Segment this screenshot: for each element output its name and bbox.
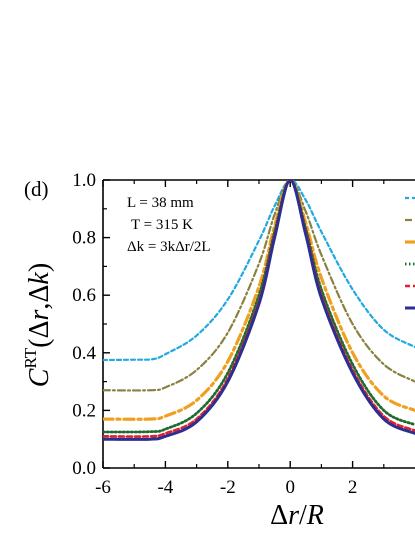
x-tick-label: -2 — [220, 477, 236, 498]
annotation-delta-k: Δk = 3kΔr/2L — [127, 239, 211, 255]
y-tick-label: 0.4 — [72, 343, 96, 364]
series-line-1 — [103, 180, 415, 362]
legend — [405, 196, 415, 310]
y-axis-label: CRT(Δr,Δk) — [21, 263, 55, 387]
y-tick-label: 0.6 — [72, 285, 96, 306]
series-line-2 — [103, 180, 415, 392]
panel-label: (d) — [24, 177, 49, 201]
y-tick-label: 0.2 — [72, 400, 96, 421]
x-tick-label: -4 — [157, 477, 173, 498]
annotation-temperature: T = 315 K — [131, 217, 193, 233]
x-axis-label: Δr/R — [270, 500, 324, 531]
series-line-3 — [103, 180, 415, 421]
y-tick-label: 1.0 — [72, 170, 96, 191]
y-tick-label: 0.8 — [72, 228, 96, 249]
x-tick-label: 2 — [348, 477, 358, 498]
x-tick-label: -6 — [95, 477, 111, 498]
series-group — [103, 180, 415, 441]
ticks: 0.0 0.2 0.4 0.6 0.8 1.0 -6 -4 -2 0 2 — [72, 170, 385, 498]
x-tick-label: 0 — [285, 477, 295, 498]
y-tick-label: 0.0 — [72, 458, 96, 479]
series-line-6 — [103, 180, 415, 441]
annotation-length: L = 38 mm — [127, 195, 194, 211]
